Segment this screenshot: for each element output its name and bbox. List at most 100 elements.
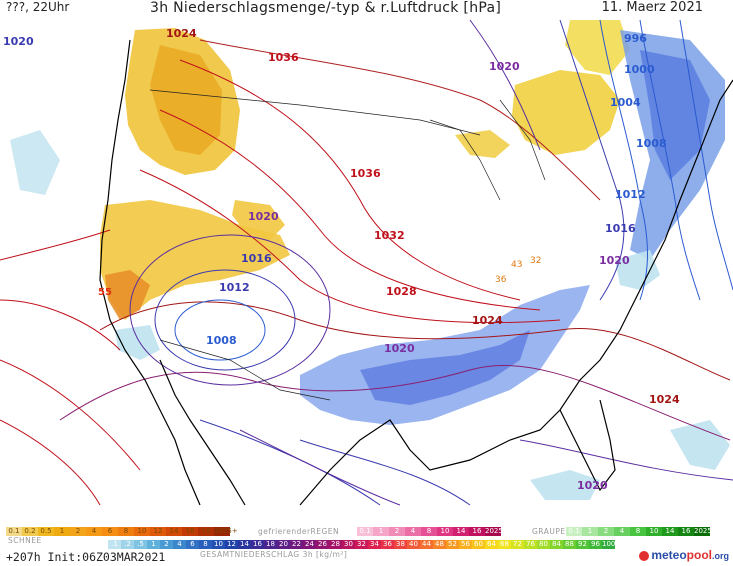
legend-swatch: 2 <box>598 527 614 536</box>
legend-swatch: 0.1 <box>6 527 22 536</box>
legend-swatch: 1 <box>582 527 598 536</box>
drizzle-area-pacific <box>10 130 60 195</box>
legend-swatch: 6 <box>102 527 118 536</box>
thickness-label: 36 <box>495 275 507 285</box>
legend-swatch: 16 <box>469 527 485 536</box>
logo-meteo-text: meteo <box>651 548 687 562</box>
legend: 0.1 0.2 0.5 1 2 4 6 8 10 12 14 16 18 2025+ SCHNEE gef… <box>0 523 733 566</box>
legend-freezing-rain-scale: 0.1 1 2 4 8 10 14 16 2025+ <box>357 527 509 536</box>
pressure-precip-map: 1020 1024 1036 1036 1032 1028 1024 1020 … <box>0 18 733 523</box>
legend-swatch: 10 <box>212 540 225 549</box>
isobar-label: 1012 <box>219 281 250 294</box>
legend-swatch: 16 <box>251 540 264 549</box>
legend-swatch: 2025+ <box>485 527 509 536</box>
isobar-label: 996 <box>624 32 647 45</box>
isobar-label: 1020 <box>489 60 520 73</box>
legend-swatch: 84 <box>550 540 563 549</box>
isobar-label: 1024 <box>649 393 680 406</box>
legend-swatch: 14 <box>662 527 678 536</box>
legend-swatch: 24 <box>303 540 316 549</box>
isobar-label: 1000 <box>624 63 655 76</box>
legend-swatch: 4 <box>405 527 421 536</box>
legend-swatch: 1 <box>147 540 160 549</box>
legend-swatch: 2025+ <box>214 527 238 536</box>
legend-swatch: 72 <box>511 540 524 549</box>
legend-swatch: 26 <box>316 540 329 549</box>
meteopool-logo[interactable]: meteopool.org <box>639 548 729 562</box>
legend-swatch: 8 <box>630 527 646 536</box>
rain-area-new-england-core <box>640 50 710 180</box>
isobar-label: 1020 <box>577 479 608 492</box>
legend-swatch: 64 <box>485 540 498 549</box>
isobar-label: 1008 <box>206 334 237 347</box>
legend-total-precip-scale: .1.2.5 1 2 4 6 8 10 12 14 16 18 20 22 24 26 28 30 32 34 36 3… <box>108 540 615 549</box>
legend-swatch: 44 <box>420 540 433 549</box>
legend-swatch: 2 <box>70 527 86 536</box>
isobar-label: 1036 <box>268 51 299 64</box>
legend-snow-scale: 0.1 0.2 0.5 1 2 4 6 8 10 12 14 16 18 2025+ <box>6 527 238 536</box>
state-borders <box>149 89 546 401</box>
legend-swatch: 8 <box>199 540 212 549</box>
legend-total-caption: GESAMTNIEDERSCHLAG 3h [kg/m²] <box>200 550 348 559</box>
isobar-label: 1016 <box>605 222 636 235</box>
legend-swatch: 0.2 <box>22 527 38 536</box>
isobar-lines <box>0 19 733 506</box>
legend-swatch: 38 <box>394 540 407 549</box>
legend-swatch: 22 <box>290 540 303 549</box>
legend-swatch: 12 <box>225 540 238 549</box>
legend-swatch: 4 <box>86 527 102 536</box>
legend-swatch: 2 <box>160 540 173 549</box>
legend-swatch: 34 <box>368 540 381 549</box>
legend-swatch: 2025+ <box>694 527 718 536</box>
legend-swatch: 14 <box>453 527 469 536</box>
map-date: 11. Maerz 2021 <box>601 0 703 15</box>
legend-swatch: 40 <box>407 540 420 549</box>
isobar-label: 1032 <box>374 229 405 242</box>
legend-swatch: 8 <box>421 527 437 536</box>
forecast-run-info: +207h Init:06Z03MAR2021 <box>6 550 166 564</box>
legend-swatch: 2 <box>389 527 405 536</box>
coastlines <box>99 39 733 506</box>
logo-icon <box>639 550 650 561</box>
legend-swatch: 18 <box>198 527 214 536</box>
thickness-label: 32 <box>530 256 541 266</box>
legend-swatch: 1 <box>373 527 389 536</box>
legend-swatch: 4 <box>614 527 630 536</box>
legend-swatch: 20 <box>277 540 290 549</box>
logo-org-text: .org <box>712 551 729 561</box>
legend-swatch: 76 <box>524 540 537 549</box>
legend-swatch: 4 <box>173 540 186 549</box>
isobar-label: 1036 <box>350 167 381 180</box>
legend-swatch: 0.5 <box>38 527 54 536</box>
legend-swatch: 100 <box>602 540 616 549</box>
legend-swatch: 28 <box>329 540 342 549</box>
legend-swatch: 30 <box>342 540 355 549</box>
legend-swatch: 80 <box>537 540 550 549</box>
drizzle-area-atlantic <box>670 420 730 470</box>
legend-swatch: 0.1 <box>566 527 582 536</box>
isobar-label: 1020 <box>3 35 34 48</box>
legend-freezing-rain-caption: gefrierenderREGEN <box>258 527 340 536</box>
legend-swatch: 6 <box>186 540 199 549</box>
snow-area-michigan <box>455 130 510 158</box>
legend-swatch: 8 <box>118 527 134 536</box>
legend-snow-caption: SCHNEE <box>8 536 42 545</box>
isobar-label: 1012 <box>615 188 646 201</box>
legend-swatch: 10 <box>437 527 453 536</box>
legend-swatch: 14 <box>238 540 251 549</box>
legend-swatch: 16 <box>678 527 694 536</box>
legend-swatch: 52 <box>446 540 459 549</box>
thickness-label: 43 <box>511 260 522 270</box>
legend-swatch: 16 <box>182 527 198 536</box>
legend-swatch: .1 <box>108 540 121 549</box>
isobar-label: 1024 <box>472 314 503 327</box>
legend-swatch: 68 <box>498 540 511 549</box>
legend-swatch: 88 <box>563 540 576 549</box>
isobar-labels: 1020 1024 1036 1036 1032 1028 1024 1020 … <box>3 27 680 492</box>
rain-area-southern-core <box>360 330 530 405</box>
isobar-label: 1004 <box>610 96 641 109</box>
legend-swatch: 18 <box>264 540 277 549</box>
isobar-label: 1016 <box>241 252 272 265</box>
legend-swatch: 60 <box>472 540 485 549</box>
